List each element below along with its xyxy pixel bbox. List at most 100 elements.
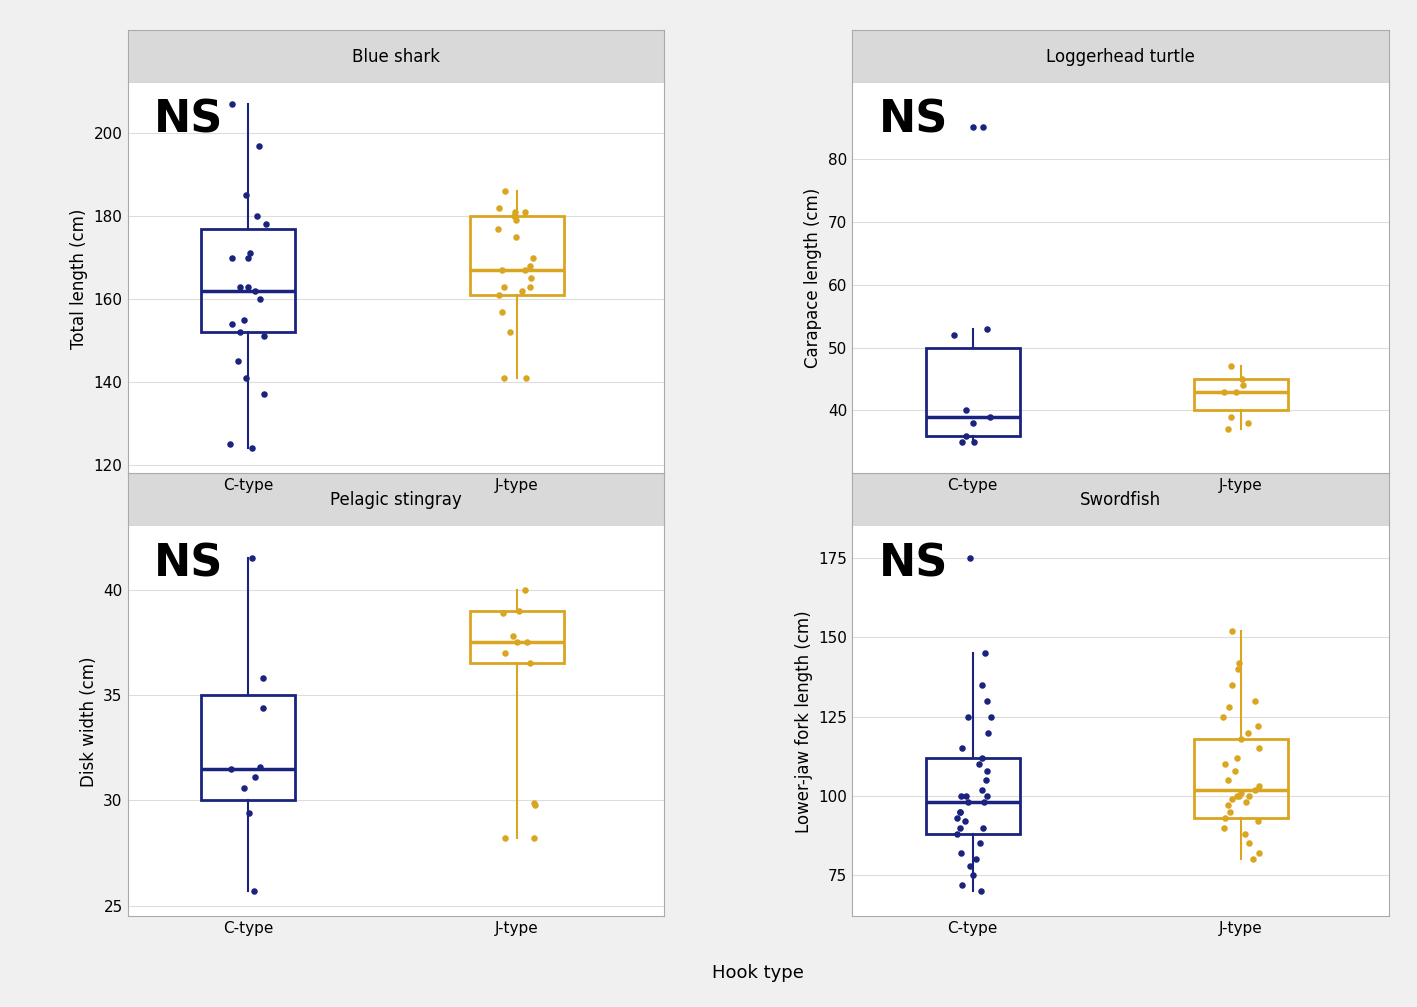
- Point: [949, 787, 972, 804]
- Point: [951, 434, 973, 450]
- Point: [507, 603, 530, 619]
- Point: [228, 279, 251, 295]
- Point: [1237, 415, 1260, 431]
- Point: [252, 700, 275, 716]
- Point: [235, 187, 258, 203]
- Text: Blue shark: Blue shark: [351, 47, 439, 65]
- Point: [1220, 409, 1243, 425]
- Point: [493, 183, 516, 199]
- Point: [954, 403, 976, 419]
- Point: [248, 138, 271, 154]
- Point: [1220, 677, 1243, 693]
- Point: [493, 644, 516, 661]
- Point: [1244, 693, 1267, 709]
- Point: [1241, 851, 1264, 867]
- Point: [502, 208, 524, 225]
- Point: [951, 740, 973, 756]
- Point: [1234, 795, 1257, 811]
- Point: [1220, 623, 1243, 639]
- Point: [1248, 778, 1271, 795]
- Point: [241, 440, 264, 456]
- Bar: [201, 695, 295, 801]
- Point: [1217, 421, 1240, 437]
- Point: [958, 858, 981, 874]
- Text: Hook type: Hook type: [713, 964, 803, 982]
- Point: [972, 820, 995, 836]
- Point: [949, 845, 972, 861]
- Point: [487, 199, 510, 215]
- Point: [492, 605, 514, 621]
- Point: [490, 262, 513, 278]
- Point: [232, 312, 255, 328]
- Point: [1247, 845, 1270, 861]
- Point: [499, 324, 521, 340]
- Point: [227, 353, 249, 370]
- Point: [1238, 836, 1261, 852]
- Point: [241, 550, 264, 566]
- Y-axis label: Carapace length (cm): Carapace length (cm): [805, 188, 822, 369]
- Bar: [925, 347, 1020, 436]
- Point: [254, 387, 276, 403]
- Point: [506, 634, 529, 651]
- Point: [1226, 750, 1248, 766]
- Point: [220, 436, 242, 452]
- Bar: [469, 611, 564, 664]
- Point: [975, 787, 998, 804]
- Point: [1230, 371, 1253, 387]
- Text: NS: NS: [879, 99, 948, 142]
- Point: [965, 851, 988, 867]
- Bar: [925, 758, 1020, 834]
- Point: [252, 328, 275, 344]
- Point: [1220, 358, 1243, 375]
- Point: [504, 212, 527, 229]
- Point: [956, 795, 979, 811]
- Text: NS: NS: [154, 542, 224, 585]
- Point: [975, 693, 998, 709]
- Bar: [469, 217, 564, 295]
- Point: [1213, 820, 1236, 836]
- Point: [949, 804, 972, 820]
- Point: [971, 677, 993, 693]
- Point: [514, 582, 537, 598]
- Point: [959, 550, 982, 566]
- Point: [245, 208, 268, 225]
- Point: [945, 810, 968, 826]
- Point: [514, 370, 537, 386]
- Point: [221, 250, 244, 266]
- Point: [238, 805, 261, 821]
- Point: [964, 434, 986, 450]
- Point: [972, 120, 995, 136]
- Y-axis label: Lower-jaw fork length (cm): Lower-jaw fork length (cm): [795, 610, 813, 833]
- Text: NS: NS: [154, 99, 224, 142]
- Point: [1224, 384, 1247, 400]
- Point: [514, 262, 537, 278]
- Point: [487, 221, 510, 237]
- Y-axis label: Total length (cm): Total length (cm): [69, 208, 88, 348]
- Point: [955, 787, 978, 804]
- Point: [519, 258, 541, 274]
- Point: [1229, 655, 1251, 671]
- Point: [237, 279, 259, 295]
- Point: [976, 762, 999, 778]
- Point: [942, 327, 965, 343]
- Point: [971, 750, 993, 766]
- Point: [1226, 787, 1248, 804]
- Point: [230, 324, 252, 340]
- Point: [1244, 781, 1267, 798]
- Point: [510, 283, 533, 299]
- Text: Swordfish: Swordfish: [1080, 490, 1161, 509]
- Point: [220, 760, 242, 776]
- Point: [504, 203, 527, 220]
- Point: [502, 628, 524, 644]
- Point: [975, 772, 998, 788]
- Point: [1247, 718, 1270, 734]
- Point: [1224, 762, 1247, 778]
- Point: [493, 279, 516, 295]
- Point: [1231, 378, 1254, 394]
- Point: [493, 370, 516, 386]
- Point: [221, 316, 244, 332]
- Point: [519, 656, 541, 672]
- Point: [255, 217, 278, 233]
- Point: [242, 883, 265, 899]
- Point: [523, 831, 546, 847]
